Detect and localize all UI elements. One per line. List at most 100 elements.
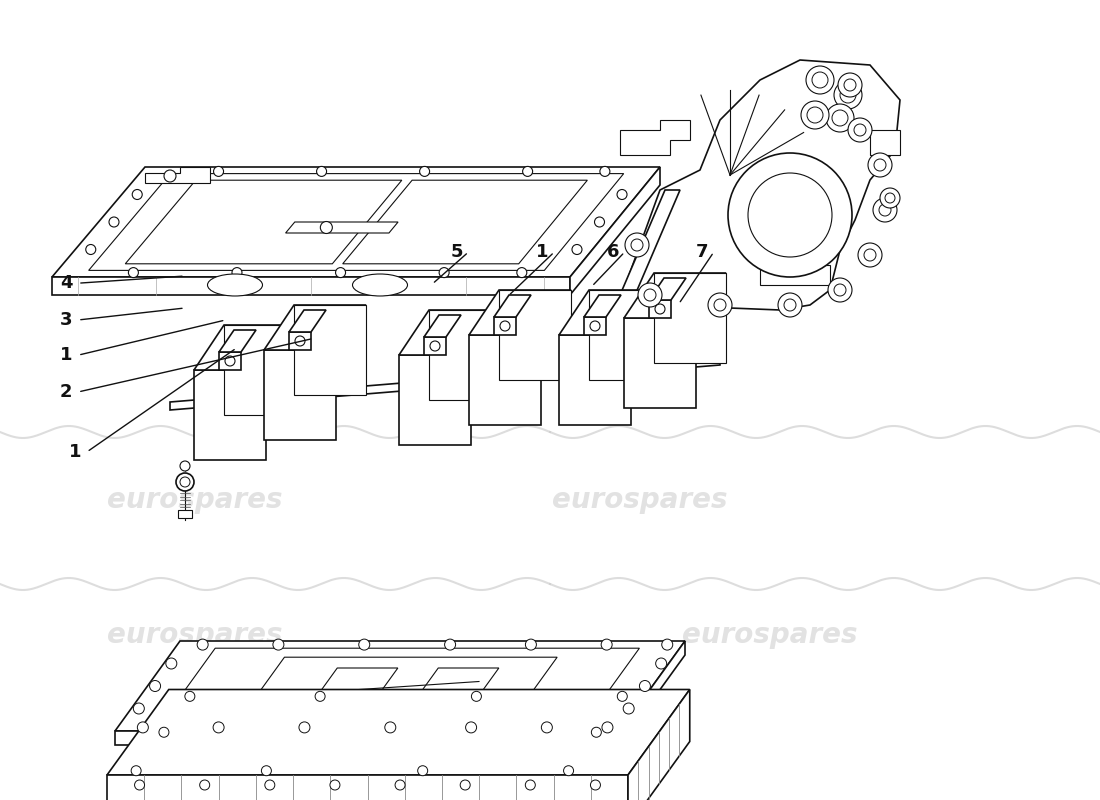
Polygon shape [628,690,690,800]
Polygon shape [145,167,210,183]
Polygon shape [412,668,499,704]
Circle shape [886,193,895,203]
Circle shape [600,166,609,176]
Circle shape [784,299,796,311]
Polygon shape [107,690,690,775]
Circle shape [828,278,852,302]
Circle shape [526,639,537,650]
Polygon shape [584,295,621,317]
Circle shape [295,336,305,346]
Circle shape [748,173,832,257]
Polygon shape [170,357,720,410]
Circle shape [315,691,326,702]
Circle shape [500,321,510,331]
Text: 1: 1 [68,443,81,461]
Polygon shape [116,641,685,731]
Circle shape [419,166,430,176]
Polygon shape [620,120,690,155]
Circle shape [226,356,235,366]
Text: eurospares: eurospares [552,486,728,514]
Circle shape [638,283,662,307]
Polygon shape [224,325,296,415]
Ellipse shape [208,274,263,296]
Circle shape [317,166,327,176]
Circle shape [359,639,370,650]
Polygon shape [559,335,631,425]
Polygon shape [399,355,471,445]
Circle shape [848,118,872,142]
Polygon shape [264,305,366,350]
Polygon shape [178,510,192,518]
Circle shape [807,107,823,123]
Circle shape [572,245,582,254]
Circle shape [644,289,656,301]
Circle shape [592,727,602,738]
Polygon shape [649,300,671,318]
Circle shape [838,73,862,97]
Polygon shape [620,190,680,295]
Circle shape [439,267,449,278]
Circle shape [708,293,732,317]
Polygon shape [52,277,570,295]
Circle shape [138,722,148,733]
Circle shape [86,245,96,254]
Circle shape [526,780,536,790]
Circle shape [150,681,161,691]
Polygon shape [429,310,500,400]
Text: 1: 1 [59,346,73,364]
Ellipse shape [352,274,407,296]
Polygon shape [469,290,571,335]
Circle shape [320,222,332,234]
Circle shape [517,267,527,278]
Circle shape [134,780,144,790]
Circle shape [180,477,190,487]
Circle shape [639,681,650,691]
Circle shape [330,780,340,790]
Circle shape [185,691,195,702]
Circle shape [131,766,141,776]
Polygon shape [494,295,531,317]
Text: 4: 4 [59,274,73,292]
Polygon shape [219,352,241,370]
Circle shape [395,780,405,790]
Polygon shape [194,325,296,370]
Circle shape [602,722,613,733]
Circle shape [864,249,876,261]
Polygon shape [286,222,398,233]
Circle shape [858,243,882,267]
Circle shape [200,780,210,790]
Circle shape [213,722,224,733]
Text: eurospares: eurospares [108,621,283,649]
Circle shape [656,658,667,669]
Circle shape [133,703,144,714]
Text: eurospares: eurospares [682,621,858,649]
Circle shape [874,159,886,171]
Circle shape [590,321,600,331]
Circle shape [166,658,177,669]
Text: 3: 3 [59,311,73,329]
Text: 7: 7 [695,243,708,261]
Polygon shape [469,335,541,425]
Circle shape [602,639,613,650]
Circle shape [385,722,396,733]
Text: 6: 6 [606,243,619,261]
Circle shape [109,217,119,227]
Polygon shape [588,290,661,380]
Text: 2: 2 [59,383,73,401]
Circle shape [728,153,852,277]
Circle shape [854,124,866,136]
Polygon shape [289,310,326,332]
Text: eurospares: eurospares [108,486,283,514]
Circle shape [164,170,176,182]
Circle shape [213,166,223,176]
Polygon shape [654,273,726,363]
Circle shape [873,198,896,222]
Circle shape [832,110,848,126]
Polygon shape [494,317,516,335]
Circle shape [594,217,605,227]
Circle shape [625,233,649,257]
Circle shape [714,299,726,311]
Polygon shape [649,278,686,300]
Circle shape [631,239,644,251]
Circle shape [273,639,284,650]
